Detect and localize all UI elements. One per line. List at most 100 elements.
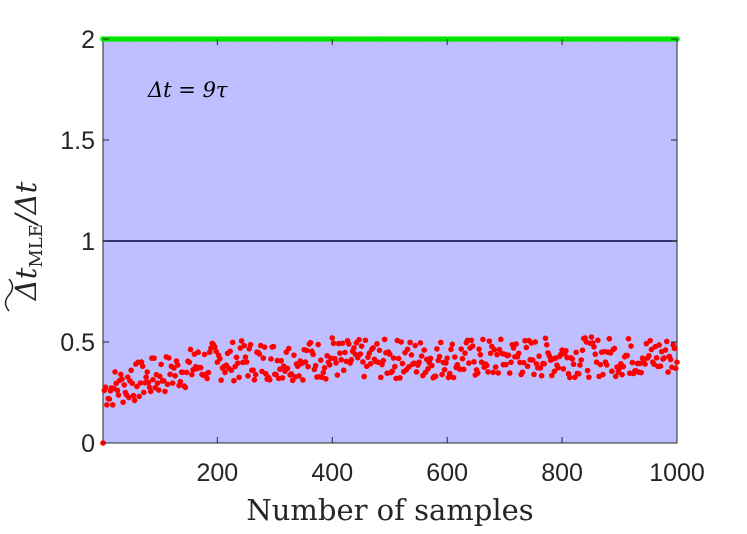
data-point-red — [469, 343, 476, 349]
data-point-red — [448, 346, 454, 353]
data-point-red — [577, 362, 583, 368]
data-point-red — [555, 364, 562, 371]
y-tick-label: 0 — [81, 430, 95, 458]
y-tick-label: 1.5 — [60, 127, 95, 155]
data-point-red — [320, 369, 327, 376]
data-point-red — [128, 367, 134, 374]
x-tick-label: 200 — [196, 459, 238, 487]
data-point-red — [560, 366, 567, 372]
data-point-red — [213, 348, 219, 355]
data-point-red — [543, 342, 550, 348]
data-point-red — [642, 361, 648, 367]
data-point-red — [579, 347, 586, 354]
data-point-red — [665, 369, 671, 375]
data-point-red — [334, 372, 341, 378]
data-point-red — [606, 335, 613, 342]
data-point-red — [515, 350, 522, 357]
data-point-red — [407, 339, 413, 346]
data-point-red — [340, 367, 347, 374]
data-point-red — [321, 364, 328, 371]
data-point-red — [178, 369, 185, 375]
data-point-red — [303, 347, 310, 354]
data-point-red — [603, 362, 610, 368]
data-point-red — [278, 357, 284, 364]
data-point-red — [444, 355, 450, 361]
data-point-red — [138, 359, 145, 365]
data-point-red — [637, 360, 643, 367]
data-point-red — [531, 371, 537, 378]
data-point-red — [573, 349, 579, 356]
data-point-red — [592, 351, 599, 357]
data-point-red — [218, 377, 224, 383]
data-point-red — [109, 402, 116, 408]
data-point-red — [126, 394, 132, 401]
data-point-red — [483, 362, 490, 369]
data-point-red — [595, 337, 601, 344]
data-point-red — [142, 380, 148, 386]
data-point-red — [597, 361, 604, 368]
data-point-red — [333, 360, 339, 366]
data-point-red — [102, 384, 109, 391]
data-point-red — [643, 340, 650, 347]
data-point-red — [413, 369, 420, 375]
data-point-red — [329, 335, 336, 341]
data-point-red — [646, 352, 652, 359]
data-point-red — [674, 359, 680, 366]
data-point-red — [406, 364, 412, 370]
data-point-red — [578, 357, 585, 363]
data-point-red — [112, 369, 118, 375]
data-point-red — [667, 356, 674, 363]
data-point-red — [506, 370, 513, 376]
data-point-red — [397, 375, 403, 381]
data-point-red — [356, 336, 362, 343]
data-point-red — [236, 374, 242, 381]
data-point-red — [351, 345, 357, 351]
data-point-red — [302, 359, 309, 365]
y-axis-label: ΔtMLE/Δt — [4, 181, 47, 312]
data-point-red — [323, 376, 329, 382]
y-tick-label: 1 — [81, 228, 95, 256]
data-point-red — [429, 362, 435, 369]
data-point-red — [657, 363, 664, 369]
data-point-red — [566, 374, 573, 381]
data-point-red — [137, 380, 144, 386]
data-point-red — [460, 366, 467, 373]
data-point-red — [494, 351, 500, 358]
data-point-red — [119, 376, 125, 382]
data-point-red — [624, 352, 631, 359]
data-point-red — [449, 341, 456, 348]
data-point-red — [228, 367, 235, 374]
y-tick-label: 0.5 — [60, 329, 95, 357]
data-point-red — [653, 354, 660, 361]
data-point-red — [183, 369, 190, 376]
data-point-red — [300, 377, 306, 383]
data-point-red — [270, 343, 277, 350]
data-point-red — [286, 345, 292, 352]
data-point-red — [538, 372, 545, 379]
data-point-red — [201, 351, 208, 358]
data-point-red — [293, 361, 300, 367]
x-tick-label: 400 — [311, 459, 353, 487]
data-point-red — [416, 359, 422, 366]
data-point-red — [315, 341, 322, 348]
data-point-red — [307, 339, 314, 346]
data-point-red — [200, 372, 207, 379]
data-point-red — [326, 361, 333, 368]
data-point-red — [233, 354, 240, 361]
data-point-red — [443, 360, 449, 366]
data-point-red — [503, 361, 509, 368]
data-point-red — [243, 359, 250, 365]
data-point-red — [245, 373, 251, 379]
data-point-red — [377, 374, 384, 381]
data-point-red — [106, 396, 113, 402]
data-point-red — [395, 355, 402, 362]
data-point-red — [588, 334, 595, 340]
data-point-red — [256, 351, 263, 357]
data-point-red — [374, 341, 380, 347]
data-point-red — [441, 366, 448, 373]
data-point-red — [658, 348, 665, 355]
data-point-red — [649, 359, 656, 365]
data-point-red — [155, 387, 162, 393]
data-point-red — [114, 387, 121, 394]
x-axis-label: Number of samples — [246, 493, 533, 527]
